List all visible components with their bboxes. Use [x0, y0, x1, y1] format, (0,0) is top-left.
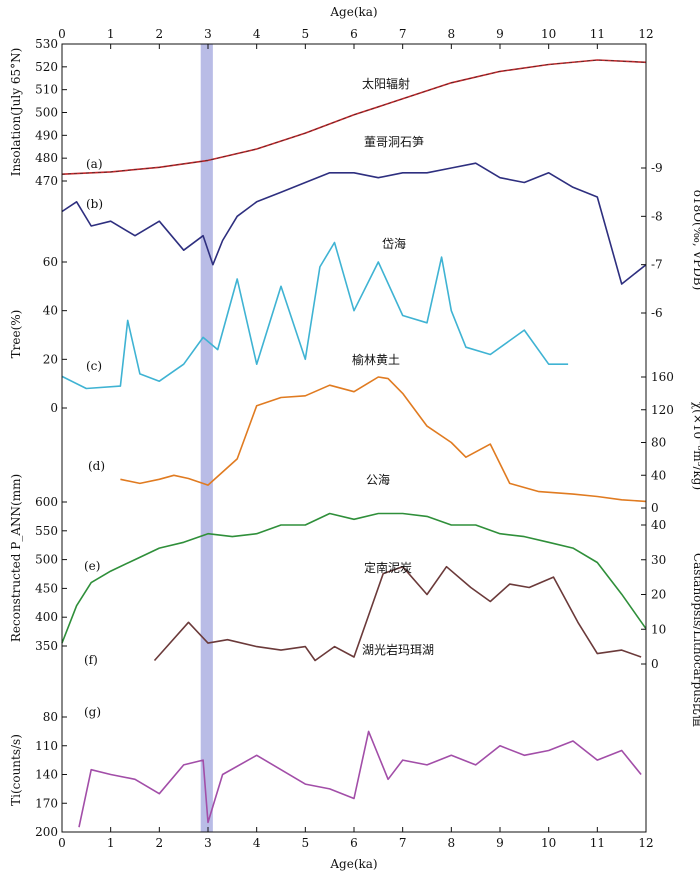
panel-label-a: (a): [86, 157, 103, 171]
y-tick-label-tree-3: 60: [43, 255, 58, 269]
y-tick-label-chi-0: 0: [651, 501, 659, 515]
y-tick-label-chi-1: 40: [651, 468, 666, 482]
x-tick-top-label-8: 8: [448, 27, 456, 41]
top-x-axis-title: Age(ka): [329, 5, 377, 19]
x-tick-bottom-label-2: 2: [156, 836, 164, 850]
y-tick-label-ti-2: 140: [35, 768, 58, 782]
y-axis-title-precip: Reconstructed P_ANN(mm): [9, 474, 23, 642]
x-tick-bottom-label-4: 4: [253, 836, 261, 850]
y-tick-label-d18O-3: -9: [651, 161, 663, 175]
series-line-f: [153, 565, 642, 662]
y-tick-label-precip-2: 450: [35, 581, 58, 595]
x-tick-bottom-label-10: 10: [541, 836, 556, 850]
y-tick-label-ti-1: 110: [35, 739, 58, 753]
x-tick-top-label-7: 7: [399, 27, 407, 41]
series-label-daihai: 岱海: [382, 236, 406, 251]
x-tick-top-label-6: 6: [350, 27, 358, 41]
y-tick-label-d18O-0: -6: [651, 306, 663, 320]
y-tick-label-precip-3: 500: [35, 553, 58, 567]
y-tick-label-tree-1: 20: [43, 352, 58, 366]
x-tick-top-label-0: 0: [58, 27, 66, 41]
y-tick-label-tree-2: 40: [43, 304, 58, 318]
x-tick-bottom-label-12: 12: [638, 836, 653, 850]
panel-label-d: (d): [88, 459, 105, 473]
x-tick-bottom-label-11: 11: [590, 836, 605, 850]
series-line-a-overlay: [61, 59, 647, 175]
y-tick-label-ti-0: 80: [43, 710, 58, 724]
series-label-yulin: 榆林黄土: [352, 352, 400, 367]
y-axis-title-insolation: Insolation(July 65°N): [9, 48, 23, 177]
panel-label-e: (e): [84, 559, 100, 573]
panel-label-g: (g): [84, 705, 101, 719]
y-tick-label-precip-0: 350: [35, 639, 58, 653]
y-tick-label-ratio-2: 20: [651, 588, 666, 602]
y-axis-title-ti: Ti(counts/s): [9, 734, 23, 806]
series-line-d: [120, 376, 647, 503]
x-tick-bottom-label-6: 6: [350, 836, 358, 850]
series-line-c: [61, 241, 569, 390]
y-tick-label-ratio-1: 10: [651, 622, 666, 636]
y-tick-label-chi-4: 160: [651, 370, 674, 384]
y-tick-label-insolation-5: 520: [35, 60, 58, 74]
x-tick-top-label-11: 11: [590, 27, 605, 41]
y-tick-label-d18O-2: -8: [651, 209, 663, 223]
x-tick-top-label-12: 12: [638, 27, 653, 41]
panel-label-b: (b): [86, 197, 103, 211]
series-layer: [61, 59, 647, 828]
y-tick-label-insolation-2: 490: [35, 128, 58, 142]
y-tick-label-ti-3: 170: [35, 796, 58, 810]
y-tick-label-d18O-1: -7: [651, 258, 663, 272]
y-tick-label-insolation-0: 470: [35, 174, 58, 188]
y-tick-label-chi-3: 120: [651, 403, 674, 417]
y-tick-label-ratio-0: 0: [651, 657, 659, 671]
y-tick-label-chi-2: 80: [651, 436, 666, 450]
axes-layer: 0011223344556677889910101111121247048049…: [35, 27, 674, 850]
series-label-dongge: 董哥洞石笋: [364, 134, 424, 149]
y-tick-label-ratio-4: 40: [651, 518, 666, 532]
series-label-dingnan: 定南泥炭: [364, 560, 412, 575]
series-label-gonghai: 公海: [366, 472, 390, 487]
series-line-b: [61, 162, 647, 285]
y-axis-title-chi: χ(×10⁻⁸m³/kg): [691, 402, 700, 490]
y-tick-label-ratio-3: 30: [651, 553, 666, 567]
panel-label-c: (c): [86, 359, 102, 373]
y-axis-title-ratio: Castanopsis/Lithocarpus比值: [691, 553, 700, 727]
y-tick-label-insolation-4: 510: [35, 83, 58, 97]
y-tick-label-tree-0: 0: [50, 401, 58, 415]
series-label-huguangyan: 湖光岩玛珥湖: [362, 642, 434, 657]
series-line-e: [61, 512, 647, 644]
x-tick-bottom-label-5: 5: [302, 836, 310, 850]
x-tick-top-label-5: 5: [302, 27, 310, 41]
y-tick-label-precip-5: 600: [35, 495, 58, 509]
highlight-band: [200, 44, 213, 832]
panel-label-f: (f): [84, 653, 98, 667]
y-tick-label-precip-1: 400: [35, 610, 58, 624]
y-axis-title-d18o: δ18O(‰, VPDB): [691, 190, 700, 291]
y-tick-label-ti-4: 200: [35, 825, 58, 839]
x-tick-bottom-label-1: 1: [107, 836, 115, 850]
x-tick-top-label-2: 2: [156, 27, 164, 41]
x-tick-top-label-10: 10: [541, 27, 556, 41]
series-line-g: [78, 730, 642, 828]
bottom-x-axis-title: Age(ka): [329, 857, 377, 871]
highlight-band-layer: [200, 44, 213, 832]
x-tick-top-label-3: 3: [204, 27, 212, 41]
x-tick-top-label-1: 1: [107, 27, 115, 41]
series-label-insolation: 太阳辐射: [362, 76, 410, 91]
x-tick-bottom-label-8: 8: [448, 836, 456, 850]
x-tick-top-label-4: 4: [253, 27, 261, 41]
y-tick-label-insolation-6: 530: [35, 37, 58, 51]
x-tick-bottom-label-3: 3: [204, 836, 212, 850]
x-tick-top-label-9: 9: [496, 27, 504, 41]
y-axis-title-tree: Tree(%): [9, 310, 23, 359]
y-tick-label-precip-4: 550: [35, 524, 58, 538]
x-tick-bottom-label-0: 0: [58, 836, 66, 850]
x-tick-bottom-label-9: 9: [496, 836, 504, 850]
y-tick-label-insolation-3: 500: [35, 106, 58, 120]
y-tick-label-insolation-1: 480: [35, 151, 58, 165]
x-tick-bottom-label-7: 7: [399, 836, 407, 850]
